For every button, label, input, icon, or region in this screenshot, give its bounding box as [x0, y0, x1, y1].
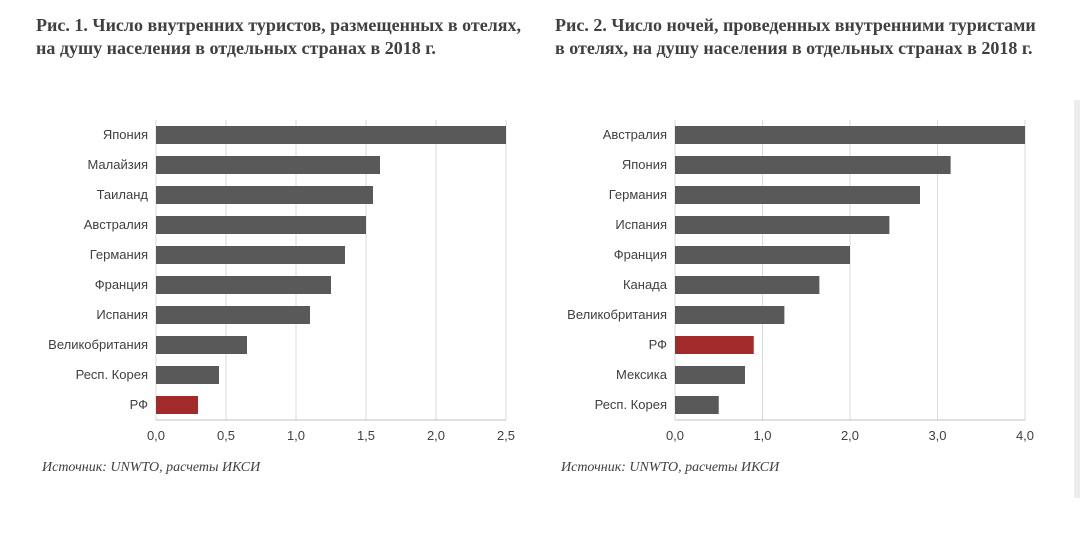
scrollbar-shadow	[1074, 100, 1080, 498]
bar	[675, 156, 951, 174]
right-panel: Рис. 2. Число ночей, проведенных внутрен…	[555, 14, 1044, 528]
category-label: Респ. Корея	[595, 397, 667, 412]
bar	[675, 306, 784, 324]
bar	[156, 276, 331, 294]
x-tick-label: 3,0	[928, 428, 946, 443]
bar	[675, 366, 745, 384]
category-label: Франция	[614, 247, 667, 262]
bar	[156, 126, 506, 144]
chart2: 0,0 1,0 2,0 3,0 4,0 Австралия Япония Германия Ис…	[555, 114, 1035, 450]
bar	[675, 276, 819, 294]
page: Рис. 1. Число внутренних туристов, разме…	[0, 0, 1080, 538]
category-label: Испания	[615, 217, 667, 232]
chart1: 0,0 0,5 1,0 1,5 2,0 2,5 Япония Малайзия Таиланд А…	[36, 114, 516, 450]
x-tick-label: 0,5	[217, 428, 235, 443]
bar	[156, 396, 198, 414]
category-label: Испания	[96, 307, 148, 322]
category-label: Австралия	[84, 217, 148, 232]
category-label: Германия	[90, 247, 148, 262]
chart1-title: Рис. 1. Число внутренних туристов, разме…	[36, 14, 525, 92]
category-label: Япония	[622, 157, 667, 172]
x-tick-label: 0,0	[147, 428, 165, 443]
chart2-wrap: 0,0 1,0 2,0 3,0 4,0 Австралия Япония Германия Ис…	[555, 114, 1044, 450]
bar	[675, 396, 719, 414]
left-panel: Рис. 1. Число внутренних туристов, разме…	[36, 14, 525, 528]
x-tick-label: 1,0	[287, 428, 305, 443]
category-label: РФ	[649, 337, 668, 352]
category-label: Германия	[609, 187, 667, 202]
category-label: Великобритания	[567, 307, 667, 322]
bar	[675, 216, 889, 234]
chart1-source: Источник: UNWTO, расчеты ИКСИ	[42, 460, 525, 476]
chart1-wrap: 0,0 0,5 1,0 1,5 2,0 2,5 Япония Малайзия Таиланд А…	[36, 114, 525, 450]
x-tick-label: 1,5	[357, 428, 375, 443]
chart2-title: Рис. 2. Число ночей, проведенных внутрен…	[555, 14, 1044, 92]
bar	[156, 306, 310, 324]
category-label: Япония	[103, 127, 148, 142]
x-tick-label: 1,0	[753, 428, 771, 443]
category-label: Великобритания	[48, 337, 148, 352]
category-label: Мексика	[616, 367, 668, 382]
bar	[675, 186, 920, 204]
bar	[156, 156, 380, 174]
category-label: Австралия	[603, 127, 667, 142]
x-tick-label: 4,0	[1016, 428, 1034, 443]
category-label: Респ. Корея	[76, 367, 148, 382]
bar	[156, 366, 219, 384]
bar	[156, 336, 247, 354]
category-label: РФ	[130, 397, 149, 412]
bar	[675, 336, 754, 354]
x-tick-label: 0,0	[666, 428, 684, 443]
bar	[675, 246, 850, 264]
bar	[675, 126, 1025, 144]
category-label: Канада	[623, 277, 668, 292]
x-tick-label: 2,0	[427, 428, 445, 443]
category-label: Малайзия	[87, 157, 148, 172]
bar	[156, 216, 366, 234]
x-tick-label: 2,0	[841, 428, 859, 443]
bar	[156, 246, 345, 264]
category-label: Франция	[95, 277, 148, 292]
chart2-source: Источник: UNWTO, расчеты ИКСИ	[561, 460, 1044, 476]
category-label: Таиланд	[97, 187, 149, 202]
x-tick-label: 2,5	[497, 428, 515, 443]
bar	[156, 186, 373, 204]
